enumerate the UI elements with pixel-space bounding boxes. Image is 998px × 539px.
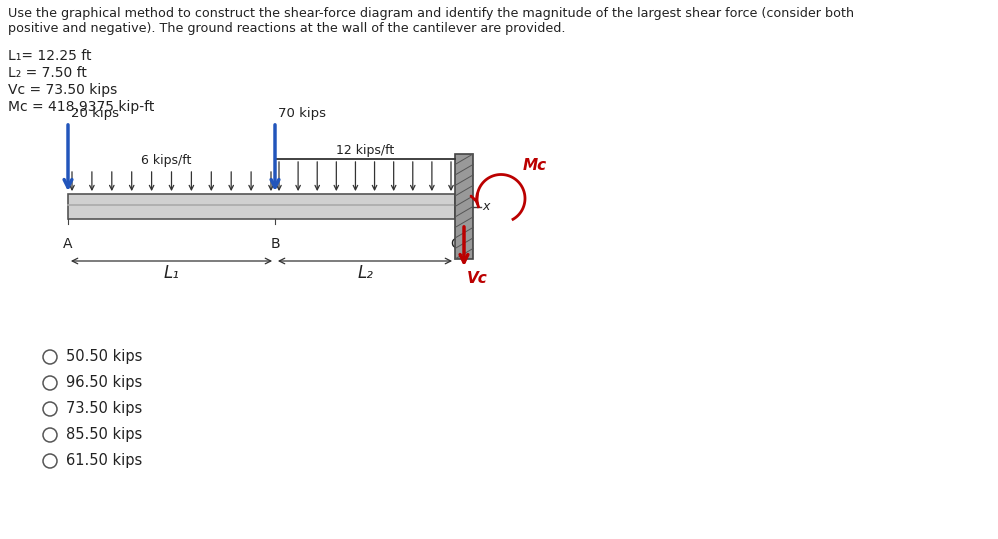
Text: L₂ = 7.50 ft: L₂ = 7.50 ft — [8, 66, 87, 80]
Text: 85.50 kips: 85.50 kips — [66, 427, 143, 443]
Text: L₂: L₂ — [357, 264, 373, 282]
Text: Mᴄ: Mᴄ — [523, 157, 547, 172]
Text: 61.50 kips: 61.50 kips — [66, 453, 143, 468]
Text: L₁: L₁ — [164, 264, 180, 282]
Text: Use the graphical method to construct the shear-force diagram and identify the m: Use the graphical method to construct th… — [8, 7, 854, 20]
Text: Mᴄ = 418.9375 kip-ft: Mᴄ = 418.9375 kip-ft — [8, 100, 155, 114]
Text: 50.50 kips: 50.50 kips — [66, 349, 143, 364]
FancyBboxPatch shape — [455, 154, 473, 259]
Text: 96.50 kips: 96.50 kips — [66, 376, 143, 390]
Text: Vᴄ = 73.50 kips: Vᴄ = 73.50 kips — [8, 83, 117, 97]
Text: L₁= 12.25 ft: L₁= 12.25 ft — [8, 49, 92, 63]
Text: 6 kips/ft: 6 kips/ft — [142, 154, 192, 167]
Text: 70 kips: 70 kips — [278, 107, 326, 120]
Text: A: A — [63, 237, 73, 251]
FancyBboxPatch shape — [68, 194, 455, 219]
Text: x: x — [482, 200, 489, 213]
Text: positive and negative). The ground reactions at the wall of the cantilever are p: positive and negative). The ground react… — [8, 22, 566, 35]
Text: 20 kips: 20 kips — [71, 107, 119, 120]
Text: 73.50 kips: 73.50 kips — [66, 402, 143, 417]
Text: 12 kips/ft: 12 kips/ft — [336, 144, 394, 157]
Text: B: B — [270, 237, 279, 251]
Text: Vᴄ: Vᴄ — [467, 271, 488, 286]
Text: C: C — [450, 237, 460, 251]
